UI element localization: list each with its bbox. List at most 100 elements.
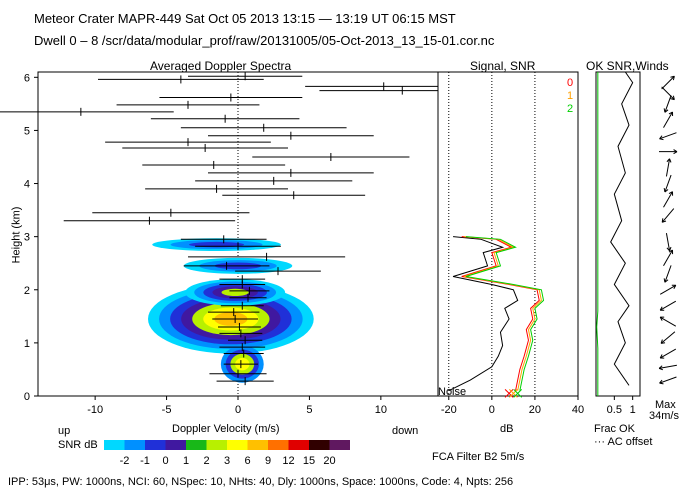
colorbar-swatch-7 (247, 440, 268, 450)
series-snr-0 (461, 236, 540, 391)
wind-arrow-3 (663, 111, 673, 128)
colorbar-swatch-3 (165, 440, 186, 450)
wind-arrowhead-b-7 (664, 189, 669, 193)
wind-arrowhead-a-13 (673, 285, 677, 290)
wind-arrowhead-a-5 (673, 151, 678, 155)
legend-entry-2: 2 (567, 103, 573, 115)
wind-arrow-2 (664, 95, 672, 113)
wind-arrow-15 (659, 316, 677, 327)
signal-xtick-label-0: 0 (489, 404, 495, 416)
wind-arrowhead-b-15 (659, 316, 663, 321)
winds-frame (595, 71, 641, 397)
colorbar-swatch-2 (145, 440, 166, 450)
wind-arrow-4 (659, 132, 677, 140)
colorbar-swatch-6 (227, 440, 248, 450)
wind-arrowhead-a-6 (669, 158, 672, 163)
wind-arrowhead-a-1 (670, 98, 675, 101)
direction-up-label: up (58, 425, 71, 437)
wind-arrowhead-b-9 (662, 220, 667, 223)
frac-ok-label: Frac OK (594, 423, 635, 435)
filter-label: FCA Filter B2 5m/s (432, 451, 525, 463)
wind-arrowhead-a-17 (659, 354, 663, 359)
winds-series-snr-profile (610, 71, 634, 386)
colorbar-swatch-5 (206, 440, 227, 450)
colorbar-level-10: 20 (323, 455, 335, 467)
colorbar-swatch-11 (329, 440, 350, 450)
wind-arrow-1 (661, 86, 675, 100)
colorbar-title: SNR dB (58, 439, 98, 451)
signal-xtick-label-40: 40 (572, 404, 584, 416)
wind-arrowhead-b-18 (658, 367, 664, 371)
wind-arrow-17 (659, 348, 677, 359)
colorbar-level-1: -1 (140, 455, 150, 467)
colorbar-level-9: 15 (303, 455, 315, 467)
series-snr-1 (463, 236, 542, 391)
echo-2km-4 (221, 288, 249, 297)
wind-arrowhead-b-11 (668, 249, 673, 253)
max-wind-label: Max (655, 399, 676, 411)
height-tick-label-0: 0 (24, 391, 30, 403)
colorbar-swatch-10 (309, 440, 330, 450)
series-signal (448, 236, 519, 392)
doppler-xtick-label-0: 0 (235, 404, 241, 416)
wind-arrow-19 (659, 376, 677, 384)
legend-entry-0: 0 (567, 77, 573, 89)
colorbar-swatch-9 (288, 440, 309, 450)
colorbar-level-8: 12 (282, 455, 294, 467)
wind-arrowhead-b-16 (661, 342, 666, 344)
wind-arrowhead-b-3 (668, 111, 673, 115)
height-tick-label-2: 2 (24, 285, 30, 297)
wind-arrowhead-a-2 (663, 108, 666, 113)
wind-arrowhead-b-4 (659, 138, 664, 141)
header-line-1: Meteor Crater MAPR-449 Sat Oct 05 2013 1… (34, 11, 456, 26)
colorbar-level-2: 0 (162, 455, 168, 467)
colorbar-swatch-1 (124, 440, 145, 450)
colorbar-level-4: 2 (203, 455, 209, 467)
header-line-2: Dwell 0 – 8 /scr/data/modular_prof/raw/2… (34, 33, 495, 48)
noise-marker-b-2 (513, 388, 523, 398)
wind-arrowhead-a-16 (660, 339, 663, 344)
wind-arrowhead-a-7 (663, 187, 666, 193)
colorbar-level-0: -2 (120, 455, 130, 467)
wind-arrowhead-a-14 (659, 306, 663, 311)
signal-xtick-label--20: -20 (441, 404, 457, 416)
legend-entry-1: 1 (567, 90, 573, 102)
wind-arrowhead-a-0 (672, 76, 675, 81)
frac-tick-label-0: 0.5 (607, 404, 622, 416)
series-snr-2 (465, 236, 545, 391)
signal-frame (437, 71, 579, 397)
wind-arrow-12 (664, 265, 672, 283)
wind-arrow-11 (663, 249, 673, 266)
wind-arrowhead-b-19 (659, 382, 664, 385)
height-tick-label-3: 3 (24, 232, 30, 244)
height-tick-label-6: 6 (24, 72, 30, 84)
noise-marker-b-1 (509, 388, 518, 398)
wind-arrowhead-a-12 (663, 278, 666, 283)
doppler-xtick-label-10: 10 (375, 404, 387, 416)
height-tick-label-1: 1 (24, 338, 30, 350)
colorbar-level-3: 1 (183, 455, 189, 467)
winds-panel-title: OK SNR,Winds (586, 59, 669, 73)
params-line: IPP: 53μs, PW: 1000ns, NCI: 60, NSpec: 1… (8, 476, 514, 488)
wind-arrow-8 (663, 191, 673, 208)
max-wind-value: 34m/s (649, 410, 679, 422)
wind-arrowhead-b-6 (666, 158, 670, 163)
wind-arrowhead-b-10 (669, 246, 672, 252)
colorbar-swatch-0 (104, 440, 125, 450)
wind-arrowhead-b-2 (664, 109, 669, 113)
wind-arrow-0 (661, 75, 675, 90)
wind-arrow-14 (659, 300, 677, 311)
direction-down-label: down (392, 425, 419, 437)
wind-arrowhead-a-19 (659, 379, 663, 384)
wind-arrowhead-b-1 (672, 95, 675, 100)
frac-tick-label-1: 1 (630, 404, 636, 416)
wind-arrowhead-b-0 (670, 75, 675, 78)
colorbar-swatch-4 (186, 440, 207, 450)
noise-marker-b-0 (504, 388, 514, 398)
doppler-x-label: Doppler Velocity (m/s) (172, 423, 280, 435)
signal-x-label: dB (500, 423, 514, 435)
wind-arrow-10 (665, 233, 671, 251)
colorbar-level-5: 3 (224, 455, 230, 467)
wind-arrowhead-b-8 (668, 191, 673, 195)
